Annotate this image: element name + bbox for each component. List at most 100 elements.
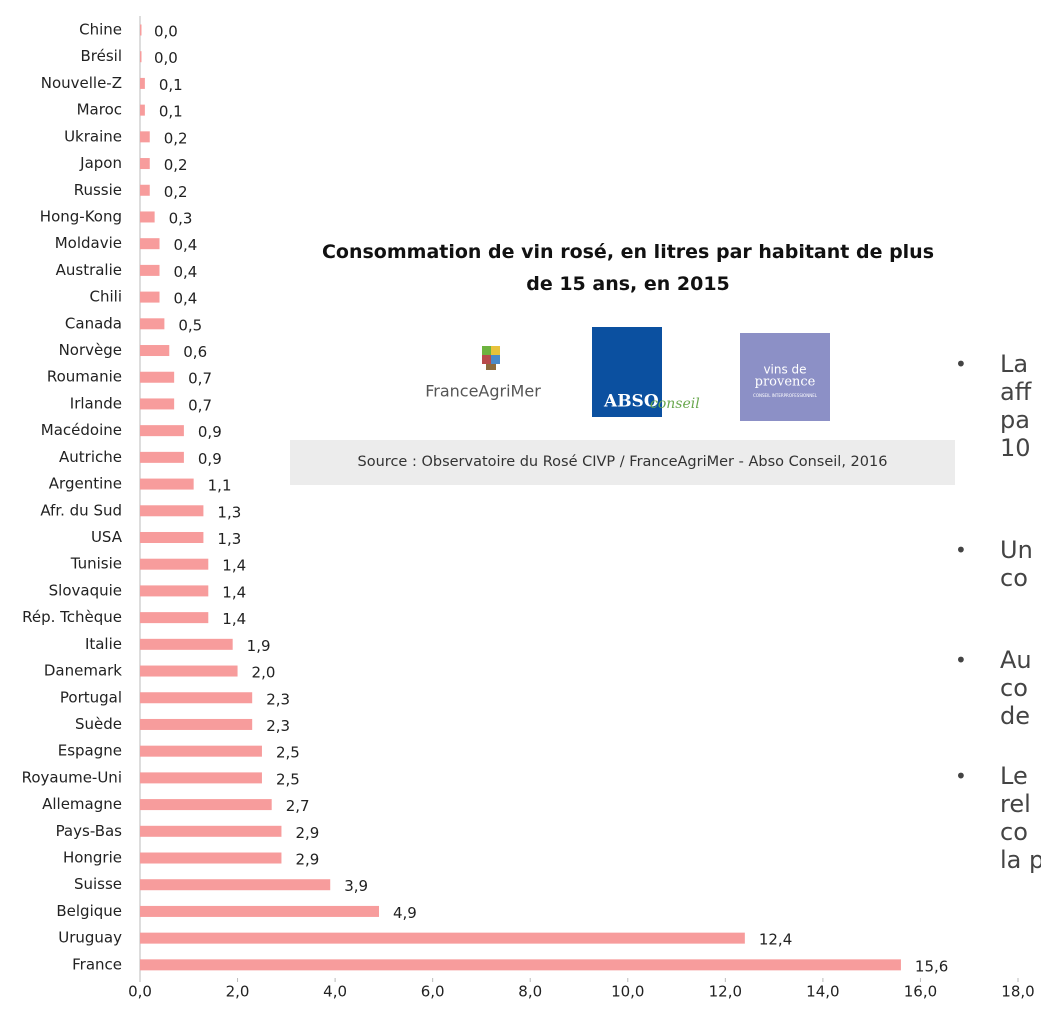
bar [140, 238, 160, 250]
y-tick-label: Hongrie [63, 849, 122, 867]
y-tick-label: Australie [56, 261, 122, 279]
value-label: 0,7 [188, 396, 212, 414]
bullet-text: Un co [1000, 536, 1033, 592]
bullet-dot: • [955, 538, 967, 562]
value-label: 1,3 [217, 503, 241, 521]
bar [140, 799, 272, 811]
y-tick-label: France [72, 955, 122, 973]
y-tick-label: Japon [79, 154, 122, 172]
value-label: 0,0 [154, 23, 178, 41]
logo-abso: ABSO conseil [592, 327, 700, 417]
bar [140, 585, 209, 597]
bar [140, 772, 262, 784]
value-label: 0,1 [159, 103, 183, 121]
value-label: 2,7 [286, 797, 310, 815]
value-label: 0,0 [154, 49, 178, 67]
x-tick-label: 16,0 [904, 983, 937, 1001]
bar [140, 852, 282, 864]
bar [140, 879, 331, 891]
value-label: 1,1 [208, 477, 232, 495]
y-tick-label: USA [91, 528, 123, 546]
y-tick-label: Belgique [56, 902, 122, 920]
value-label: 0,6 [183, 343, 207, 361]
x-tick-label: 12,0 [709, 983, 742, 1001]
value-label: 0,5 [178, 316, 202, 334]
y-tick-label: Uruguay [58, 929, 122, 947]
value-label: 2,3 [266, 717, 290, 735]
y-tick-label: Brésil [80, 47, 122, 65]
value-label: 1,3 [217, 530, 241, 548]
chart-title: Consommation de vin rosé, en litres par … [321, 241, 935, 295]
bar [140, 104, 145, 116]
bar [140, 692, 253, 704]
y-tick-label: Irlande [70, 394, 122, 412]
bar [140, 291, 160, 303]
bullet-line: Un [1000, 536, 1033, 564]
value-label: 1,9 [247, 637, 271, 655]
bullet-dot: • [955, 648, 967, 672]
x-tick-label: 14,0 [806, 983, 839, 1001]
bar [140, 932, 745, 944]
value-label: 2,9 [295, 824, 319, 842]
y-tick-label: Hong-Kong [40, 207, 122, 225]
bar [140, 558, 209, 570]
value-label: 0,3 [169, 209, 193, 227]
value-label: 2,3 [266, 690, 290, 708]
bar [140, 425, 184, 437]
y-tick-label: Suisse [74, 875, 122, 893]
value-label: 0,2 [164, 183, 188, 201]
y-tick-label: Portugal [60, 688, 122, 706]
y-tick-label: Espagne [58, 742, 122, 760]
bullet-line: rel [1000, 790, 1031, 818]
bullet-line: aff [1000, 378, 1032, 406]
y-tick-label: Argentine [49, 475, 122, 493]
bar [140, 398, 175, 410]
value-label: 0,9 [198, 423, 222, 441]
bullet-dot: • [955, 764, 967, 788]
x-tick-label: 10,0 [611, 983, 644, 1001]
bar [140, 51, 142, 63]
y-tick-label: Tunisie [70, 555, 122, 573]
bar [140, 158, 150, 170]
value-label: 12,4 [759, 931, 792, 949]
value-label: 0,1 [159, 76, 183, 94]
value-label: 0,4 [174, 236, 198, 254]
x-tick-label: 6,0 [421, 983, 445, 1001]
bullet-line: de [1000, 702, 1030, 730]
source: Source : Observatoire du Rosé CIVP / Fra… [290, 440, 955, 485]
bullet-dot: • [955, 352, 967, 376]
value-label: 2,5 [276, 744, 300, 762]
logo-text: provence [755, 375, 816, 390]
value-label: 1,4 [222, 610, 246, 628]
bar [140, 745, 262, 757]
bar [140, 24, 142, 36]
value-label: 3,9 [344, 877, 368, 895]
bar [140, 638, 233, 650]
y-tick-label: Canada [65, 314, 122, 332]
y-tick-label: Italie [85, 635, 122, 653]
value-label: 15,6 [915, 957, 948, 975]
y-tick-label: Autriche [59, 448, 122, 466]
value-label: 0,4 [174, 263, 198, 281]
value-label: 2,5 [276, 770, 300, 788]
logo-text: ABSO [603, 392, 659, 412]
y-tick-label: Ukraine [64, 127, 122, 145]
logo-text: CONSEIL INTERPROFESSIONNEL [753, 393, 818, 398]
y-tick-label: Pays-Bas [56, 822, 123, 840]
x-tick-label: 18,0 [1001, 983, 1034, 1001]
bullet-text: Au co de [1000, 646, 1032, 730]
bar [140, 371, 175, 383]
bullet-line: Au [1000, 646, 1032, 674]
logo-text: FranceAgriMer [425, 382, 541, 401]
y-tick-label: Afr. du Sud [40, 501, 122, 519]
bar [140, 211, 155, 223]
bullet-text: Le rel co la p [1000, 762, 1041, 874]
logo-franceagrimer: FranceAgriMer [425, 346, 541, 401]
bar [140, 505, 204, 517]
y-tick-label: Chine [79, 21, 122, 39]
logo-text: vins de [763, 363, 806, 377]
y-tick-label: Slovaquie [49, 581, 122, 599]
bullet-line: co [1000, 564, 1028, 592]
